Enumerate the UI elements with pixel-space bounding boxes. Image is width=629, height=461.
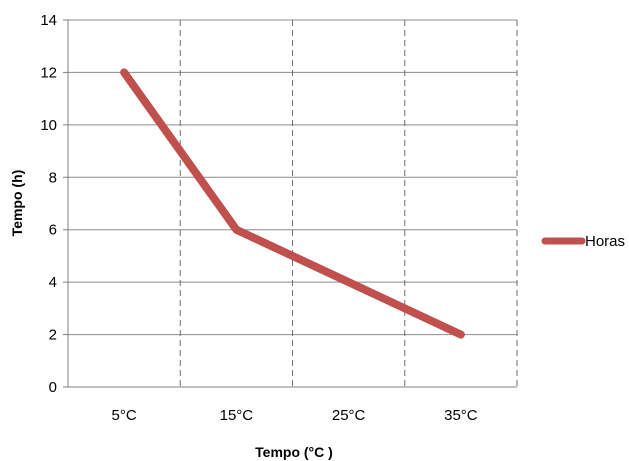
x-axis-ticks: 5°C 15°C 25°C 35°C: [112, 407, 478, 424]
y-tick-label: 8: [49, 169, 57, 186]
y-tick-label: 12: [40, 64, 57, 81]
y-tick-label: 0: [49, 379, 57, 396]
y-tick-label: 10: [40, 117, 57, 134]
x-tick-label: 35°C: [444, 407, 478, 424]
axes: [67, 20, 517, 388]
y-axis-ticks: 0 2 4 6 8 10 12 14: [40, 12, 68, 396]
legend-label-horas: Horas: [585, 233, 625, 250]
x-tick-label: 5°C: [112, 407, 137, 424]
x-tick-label: 15°C: [220, 407, 254, 424]
y-tick-label: 2: [49, 327, 57, 344]
legend: Horas: [541, 233, 625, 250]
y-tick-label: 6: [49, 222, 57, 239]
y-axis-title: Tempo (h): [9, 170, 25, 237]
y-tick-label: 14: [40, 12, 57, 29]
grid-lines: [68, 19, 518, 387]
series-lines: [120, 68, 465, 339]
x-tick-label: 25°C: [332, 407, 366, 424]
x-axis-title: Tempo (°C ): [255, 444, 333, 460]
series-line-horas: [120, 68, 465, 339]
y-tick-label: 4: [49, 274, 57, 291]
